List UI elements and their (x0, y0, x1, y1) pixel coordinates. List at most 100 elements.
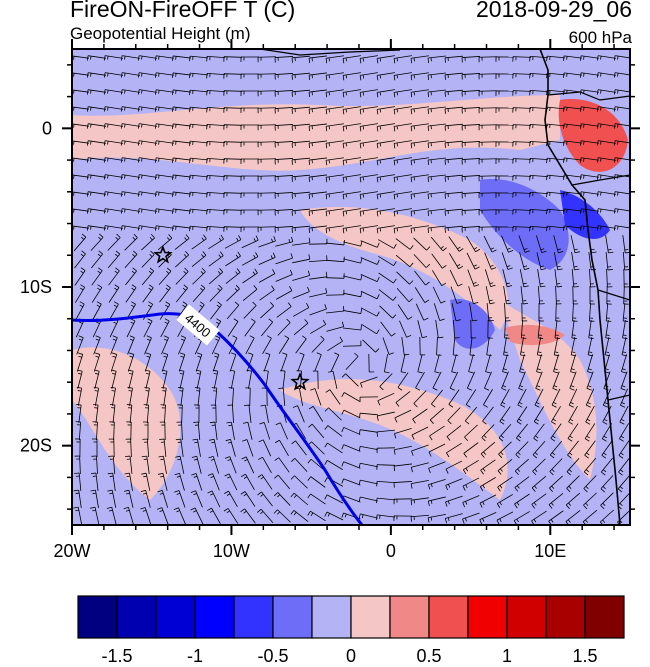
wind-barb (246, 369, 252, 389)
wind-barb (137, 55, 157, 61)
wind-barb (144, 335, 152, 355)
wind-barb (330, 352, 340, 372)
wind-barb (461, 192, 481, 199)
wind-barb (177, 404, 183, 424)
wind-barb (478, 107, 498, 114)
wind-barb (466, 236, 481, 253)
wind-barb (91, 438, 98, 458)
wind-barb (446, 425, 462, 441)
wind-barb (376, 174, 395, 183)
wind-barb (586, 371, 594, 391)
wind-barb (447, 407, 461, 425)
wind-barb (341, 461, 361, 469)
wind-barb (293, 319, 309, 336)
wind-barb (120, 191, 140, 197)
wind-barb (292, 286, 310, 299)
wind-barb (396, 287, 413, 303)
wind-barb (554, 269, 563, 288)
wind-barb (579, 208, 599, 214)
wind-barb (569, 371, 577, 391)
colorbar-label: 1.5 (572, 646, 597, 666)
wind-barb (503, 286, 512, 305)
wind-barb (226, 284, 240, 302)
wind-barb (240, 73, 260, 79)
wind-barb (343, 325, 362, 331)
wind-barb (466, 252, 480, 270)
wind-barb (257, 90, 277, 97)
wind-barb (495, 209, 515, 215)
wind-barb (103, 55, 123, 61)
wind-barb (172, 55, 191, 61)
wind-barb (410, 174, 429, 183)
wind-barb (465, 389, 477, 408)
wind-barb (176, 301, 188, 320)
wind-barb (175, 438, 184, 457)
wind-barb (606, 268, 613, 288)
wind-barb (275, 269, 293, 282)
wind-barb (324, 407, 342, 421)
wind-barb (258, 252, 276, 266)
wind-barb (479, 512, 497, 525)
wind-barb (618, 440, 630, 459)
wind-barb (481, 424, 495, 442)
wind-barb (275, 253, 293, 265)
country-border-1 (547, 91, 630, 101)
wind-barb (295, 335, 307, 354)
wind-barb (325, 174, 344, 183)
colorbar-swatch (194, 595, 235, 639)
plot-area: 4400 (72, 49, 630, 525)
wind-barb (297, 352, 305, 372)
wind-barb (172, 208, 191, 214)
wind-barb (621, 354, 627, 374)
wind-barb (259, 285, 275, 301)
wind-barb (376, 208, 395, 217)
wind-barb (495, 107, 515, 113)
wind-barb (520, 286, 529, 305)
wind-barb (395, 391, 411, 407)
wind-barb (376, 89, 395, 98)
wind-barb (189, 157, 208, 164)
wind-barb (341, 392, 360, 402)
wind-barb (359, 106, 378, 115)
wind-barb (599, 509, 614, 525)
colorbar-swatch (350, 595, 391, 639)
wind-barb (308, 225, 327, 234)
wind-barb (342, 55, 361, 64)
wind-barb (75, 438, 81, 458)
wind-barb (342, 140, 361, 149)
wind-barb (86, 140, 106, 146)
wind-barb (379, 305, 397, 319)
wind-barb (176, 284, 188, 303)
wind-barb (358, 513, 378, 519)
wind-barb (601, 457, 613, 476)
wind-barb (596, 191, 616, 197)
wind-barb (324, 511, 344, 521)
wind-barb (393, 498, 413, 505)
wind-barb (480, 459, 496, 475)
map-title: FireON-FireOFF T (C) (70, 0, 296, 22)
wind-barb (77, 369, 83, 389)
wind-barb (275, 422, 288, 440)
colorbar-swatch (584, 595, 625, 639)
wind-barb (529, 225, 549, 232)
wind-barb (292, 254, 311, 264)
wind-barb (444, 89, 463, 97)
wind-barb (535, 235, 547, 253)
datetime-label: 2018-09-29_06 (475, 0, 632, 22)
wind-barb (260, 404, 269, 423)
wind-barb (120, 72, 140, 78)
wind-barb (76, 352, 84, 372)
wind-barb (478, 192, 498, 199)
wind-barb (291, 174, 310, 182)
wind-barb (103, 208, 123, 214)
wind-barb (512, 158, 532, 164)
wind-barb (172, 89, 191, 95)
wind-barb (327, 336, 343, 352)
wind-barb (485, 286, 495, 305)
wind-barb (563, 123, 582, 129)
wind-barb (73, 489, 82, 508)
wind-barb (537, 285, 545, 305)
wind-barb (572, 302, 578, 322)
wind-barb (393, 123, 412, 132)
wind-barb (189, 174, 208, 181)
